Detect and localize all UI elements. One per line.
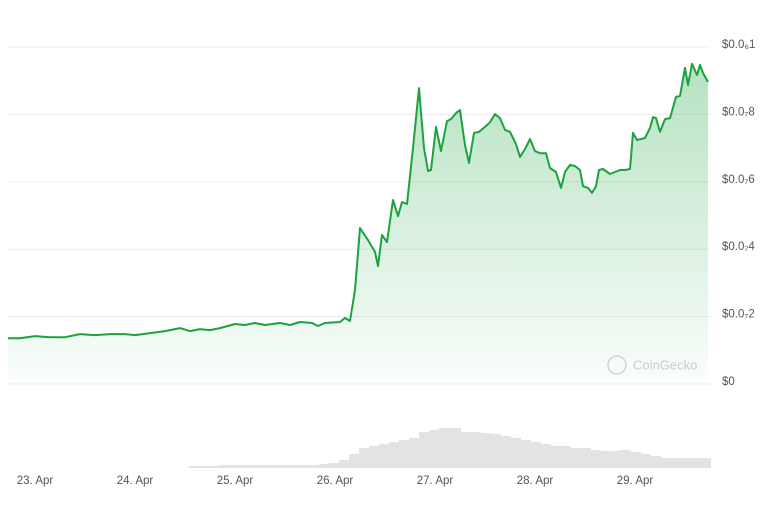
volume-bar (289, 465, 301, 468)
volume-bar (629, 452, 641, 468)
x-tick-label: 27. Apr (417, 475, 454, 487)
watermark: CoinGecko (607, 355, 697, 375)
x-tick-label: 25. Apr (217, 475, 254, 487)
volume-bar (619, 450, 631, 468)
y-tick-label: $0.0₇2 (722, 309, 755, 321)
volume-bar (389, 442, 401, 468)
x-tick-label: 26. Apr (317, 475, 354, 487)
volume-bar (189, 466, 201, 468)
volume-bar (679, 458, 691, 468)
volume-bar (309, 465, 321, 468)
volume-bar (369, 446, 381, 468)
volume-bar (199, 466, 211, 468)
volume-bar (599, 451, 611, 468)
volume-bar (219, 465, 231, 468)
volume-bar (469, 432, 481, 468)
volume-bar (649, 456, 661, 468)
volume-bar (209, 466, 221, 468)
y-tick-label: $0.0₇8 (722, 106, 755, 118)
volume-bar (349, 454, 361, 468)
watermark-text: CoinGecko (633, 357, 697, 372)
x-tick-label: 23. Apr (17, 475, 54, 487)
y-tick-label: $0.0₇4 (722, 241, 755, 253)
volume-bar (339, 460, 351, 468)
volume-bar (539, 444, 551, 468)
volume-bar (239, 465, 251, 468)
y-tick-label: $0.0₇6 (722, 174, 755, 186)
y-tick-label: $0 (722, 376, 735, 388)
volume-bar (249, 465, 261, 468)
volume-bar (559, 446, 571, 468)
volume-bar (449, 428, 461, 468)
volume-bar (489, 434, 501, 468)
volume-bar (689, 458, 701, 468)
volume-bar (359, 448, 371, 468)
volume-bar (479, 433, 491, 468)
volume-bar (509, 438, 521, 468)
volume-bar (419, 432, 431, 468)
volume-bar (409, 438, 421, 468)
volume-bar (229, 465, 241, 468)
volume-bar (699, 458, 711, 468)
volume-bar (519, 440, 531, 468)
watermark-logo (607, 355, 627, 375)
volume-bar (429, 430, 441, 468)
volume-bar (379, 444, 391, 468)
volume-bar (259, 465, 271, 468)
volume-bar (639, 454, 651, 468)
volume-bar (399, 440, 411, 468)
volume-bar (329, 463, 341, 468)
volume-bar (609, 451, 621, 468)
volume-bar (499, 436, 511, 468)
volume-bar (269, 465, 281, 468)
volume-bar (569, 448, 581, 468)
volume-bar (279, 465, 291, 468)
volume-bar (459, 432, 471, 468)
y-tick-label: $0.0₆1 (722, 39, 755, 51)
volume-bar (439, 428, 451, 468)
volume-bar (579, 448, 591, 468)
price-area (8, 63, 708, 385)
volume-bar (299, 465, 311, 468)
volume-bar (669, 458, 681, 468)
x-tick-label: 24. Apr (117, 475, 154, 487)
volume-bar (659, 458, 671, 468)
price-line (8, 62, 709, 340)
volume-bar (549, 446, 561, 468)
volume-bar (319, 464, 331, 468)
x-tick-label: 29. Apr (617, 475, 654, 487)
volume-bar (589, 450, 601, 468)
volume-bar (529, 442, 541, 468)
x-tick-label: 28. Apr (517, 475, 554, 487)
